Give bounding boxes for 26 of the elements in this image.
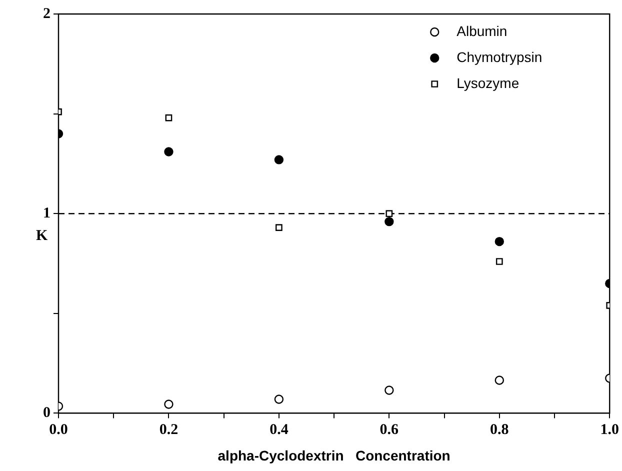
point	[164, 400, 174, 409]
x-tick-label: 0.4	[270, 422, 289, 438]
point	[164, 147, 174, 156]
x-tick-label: 0.2	[159, 422, 178, 438]
point	[384, 216, 394, 226]
point	[165, 114, 172, 122]
legend-label: Lysozyme	[456, 74, 520, 91]
point	[274, 155, 284, 164]
x-tick-label: 0.6	[380, 422, 400, 438]
point	[386, 210, 393, 218]
y-tick-label: 0	[43, 405, 50, 422]
x-tick-label: 0.0	[49, 422, 68, 438]
y-tick-label: 1	[43, 205, 50, 222]
y-axis-title: K	[36, 228, 48, 245]
x-tick-label: 1.0	[600, 422, 619, 438]
point	[494, 376, 504, 385]
point	[276, 224, 282, 231]
point	[274, 394, 284, 404]
point	[496, 258, 503, 265]
point	[494, 236, 504, 246]
x-axis-title: alpha-Cyclodextrin Concentration	[218, 447, 450, 464]
legend-label: Albumin	[456, 22, 508, 39]
point	[384, 386, 394, 395]
legend-label: Chymotrypsin	[456, 48, 542, 65]
y-tick-label: 2	[43, 6, 50, 22]
x-tick-label: 0.8	[490, 422, 509, 438]
